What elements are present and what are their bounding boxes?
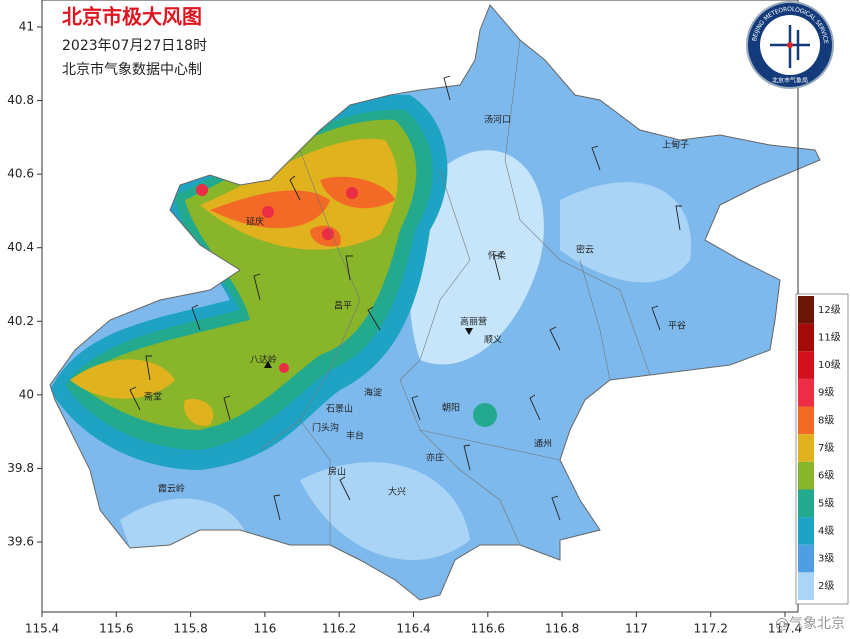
place-label: 亦庄	[426, 452, 444, 464]
place-label: 海淀	[364, 387, 382, 399]
issuer: 北京市气象数据中心制	[62, 61, 202, 78]
field-light	[409, 150, 544, 365]
field-light	[300, 462, 470, 560]
x-tick-label: 116.6	[471, 622, 505, 636]
date: 2023年07月27日18时	[62, 38, 207, 54]
place-label: 密云	[576, 244, 594, 256]
wind-barbs	[129, 75, 682, 521]
field-9	[279, 363, 289, 373]
field-light	[560, 182, 692, 283]
legend-swatch	[798, 351, 814, 379]
field-7	[70, 359, 175, 399]
x-tick-label: 117.4	[768, 622, 802, 636]
place-label: 怀柔	[488, 250, 506, 262]
y-tick-label: 40.2	[7, 314, 34, 328]
legend-swatch	[798, 296, 814, 324]
field-7	[184, 399, 214, 426]
watermark: @气象北京	[775, 616, 845, 632]
y-tick-label: 40.8	[7, 93, 34, 107]
place-label: 上甸子	[662, 139, 689, 151]
field-5	[473, 403, 497, 427]
legend-swatch	[798, 517, 814, 545]
x-tick-label: 116	[253, 622, 276, 636]
place-label: 石景山	[326, 404, 353, 415]
y-tick-label: 41	[19, 20, 34, 34]
field-9	[346, 187, 358, 199]
place-label: 延庆	[246, 216, 264, 228]
place-label: 汤河口	[484, 114, 511, 126]
place-label: 霞云岭	[158, 483, 185, 495]
x-tick-label: 117	[625, 622, 648, 636]
legend-label: 2级	[818, 580, 834, 592]
logo: BEIJING METEOROLOGICAL SERVICE 北京市气象局	[746, 1, 834, 89]
legend-label: 5级	[818, 497, 834, 509]
x-tick-label: 116.8	[545, 622, 579, 636]
legend-label: 6级	[818, 470, 834, 482]
legend-swatch	[798, 461, 814, 490]
x-tick-label: 115.8	[173, 622, 207, 636]
legend-label: 7级	[818, 442, 834, 454]
legend-swatch	[798, 572, 814, 600]
legend-swatch	[798, 544, 814, 573]
legend-swatch	[798, 434, 814, 462]
place-label: 门头沟	[312, 422, 339, 434]
district-lines	[259, 39, 651, 546]
x-tick-label: 117.2	[694, 622, 728, 636]
y-tick-label: 39.6	[7, 535, 34, 549]
field-9	[322, 228, 334, 240]
legend: 12级 11级 10级 9级 8级 7级 6级 5级 4级 3级 2级	[795, 293, 849, 605]
place-label: 丰台	[346, 430, 364, 442]
legend-label: 8级	[818, 414, 834, 426]
place-label: 高丽营	[460, 316, 487, 328]
y-tick-label: 40.4	[7, 240, 34, 254]
y-tick-label: 40	[19, 387, 34, 401]
place-label: 昌平	[334, 301, 352, 312]
legend-label: 11级	[818, 331, 841, 343]
y-tick-label: 40.6	[7, 167, 34, 181]
y-tick-label: 39.8	[7, 461, 34, 475]
title: 北京市极大风图	[62, 5, 202, 29]
legend-swatch	[798, 323, 814, 352]
legend-swatch	[798, 378, 814, 407]
legend-label: 12级	[818, 304, 841, 316]
legend-label: 4级	[818, 525, 834, 537]
place-label: 通州	[534, 439, 552, 450]
place-label: 朝阳	[442, 403, 460, 414]
place-label: 平谷	[668, 321, 686, 332]
place-label: 房山	[328, 466, 346, 478]
field-9	[262, 206, 274, 218]
place-label: 八达岭	[250, 354, 277, 366]
legend-label: 3级	[818, 553, 834, 565]
legend-label: 9级	[818, 387, 834, 399]
legend-swatch	[798, 406, 814, 435]
legend-swatch	[798, 489, 814, 518]
x-tick-label: 115.4	[25, 622, 59, 636]
logo-dot	[787, 42, 793, 48]
field-9	[196, 184, 208, 196]
x-tick-label: 116.2	[322, 622, 356, 636]
place-label: 大兴	[388, 486, 406, 498]
legend-label: 10级	[818, 359, 841, 371]
x-tick-label: 115.6	[99, 622, 133, 636]
logo-org: 北京市气象局	[772, 77, 808, 85]
place-label: 斋堂	[144, 391, 162, 403]
place-label: 顺义	[484, 335, 502, 346]
places: 汤河口 上甸子 怀柔 密云 延庆 昌平 高丽营 顺义 平谷 八达岭 海淀 朝阳 …	[144, 114, 689, 498]
x-tick-label: 116.4	[396, 622, 430, 636]
